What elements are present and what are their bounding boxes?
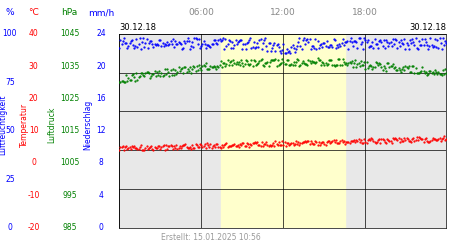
Text: 1045: 1045	[60, 29, 80, 38]
Text: 50: 50	[5, 126, 15, 135]
Text: 1035: 1035	[60, 62, 80, 70]
Text: 25: 25	[5, 174, 15, 184]
Text: -10: -10	[27, 191, 40, 200]
Text: 16: 16	[96, 94, 106, 103]
Text: 0: 0	[99, 223, 104, 232]
Text: Temperatur: Temperatur	[20, 103, 29, 147]
Text: 75: 75	[5, 78, 15, 87]
Text: 8: 8	[99, 158, 104, 168]
Text: Niederschlag: Niederschlag	[83, 100, 92, 150]
Text: 20: 20	[29, 94, 39, 103]
Text: Erstellt: 15.01.2025 10:56: Erstellt: 15.01.2025 10:56	[161, 233, 261, 242]
Text: Luftfeuchtigkeit: Luftfeuchtigkeit	[0, 95, 7, 155]
Text: 12:00: 12:00	[270, 8, 296, 17]
Text: 10: 10	[29, 126, 39, 135]
Text: 995: 995	[63, 191, 77, 200]
Text: 20: 20	[96, 62, 106, 70]
Bar	[220, 34, 345, 228]
Text: 30.12.18: 30.12.18	[119, 24, 156, 32]
Text: °C: °C	[28, 8, 39, 17]
Text: 1025: 1025	[60, 94, 79, 103]
Text: 1015: 1015	[60, 126, 79, 135]
Text: 100: 100	[3, 29, 17, 38]
Text: 12: 12	[96, 126, 106, 135]
Text: 18:00: 18:00	[352, 8, 378, 17]
Text: Luftdruck: Luftdruck	[47, 107, 56, 143]
Text: %: %	[5, 8, 14, 17]
Text: hPa: hPa	[62, 8, 78, 17]
Text: 24: 24	[96, 29, 106, 38]
Text: -20: -20	[27, 223, 40, 232]
Text: 40: 40	[29, 29, 39, 38]
Text: 30.12.18: 30.12.18	[410, 24, 446, 32]
Text: 1005: 1005	[60, 158, 80, 168]
Text: 06:00: 06:00	[188, 8, 214, 17]
Text: 0: 0	[32, 158, 36, 168]
Text: 985: 985	[63, 223, 77, 232]
Text: 0: 0	[8, 223, 12, 232]
Text: 30: 30	[29, 62, 39, 70]
Text: 4: 4	[99, 191, 104, 200]
Text: mm/h: mm/h	[88, 8, 114, 17]
